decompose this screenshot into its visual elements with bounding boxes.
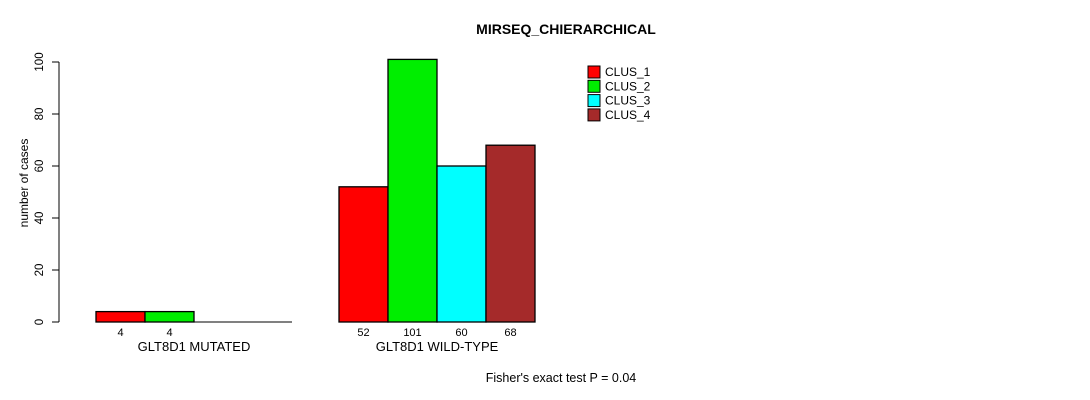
legend-label: CLUS_1 [605,65,651,79]
legend-swatch [587,65,601,79]
bar-value-label: 4 [166,327,172,339]
legend-label: CLUS_2 [605,79,651,93]
x-axis-category-label: GLT8D1 MUTATED [138,339,251,354]
y-axis-tick-label: 60 [34,160,46,173]
bar-value-label: 52 [357,327,369,339]
y-axis-tick-label: 80 [34,108,46,121]
bar-value-label: 4 [117,327,123,339]
bar [144,310,195,323]
x-axis-category-label: GLT8D1 WILD-TYPE [376,339,499,354]
y-axis-tick-label: 20 [34,264,46,277]
legend-label: CLUS_4 [605,108,651,122]
chart-title: MIRSEQ_CHIERARCHICAL [476,21,656,37]
y-axis-tick-label: 100 [34,52,46,71]
footer-note: Fisher's exact test P = 0.04 [485,371,637,385]
legend-swatch [587,94,601,108]
y-axis-tick-label: 40 [34,212,46,225]
legend-swatch [587,108,601,122]
bar [338,186,389,323]
bar-value-label: 101 [403,327,421,339]
bar-value-label: 60 [455,327,467,339]
bar [485,144,536,323]
y-axis-title: number of cases [17,138,31,228]
bar [387,58,438,323]
bar [95,310,146,323]
legend-label: CLUS_3 [605,94,651,108]
bar-value-label: 68 [504,327,516,339]
legend-swatch [587,79,601,93]
bar [436,165,487,323]
y-axis-tick-label: 0 [34,319,46,325]
